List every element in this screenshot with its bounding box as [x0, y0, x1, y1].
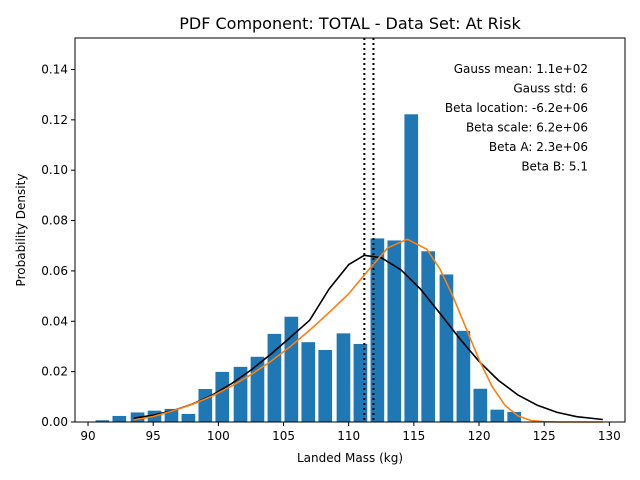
histogram-bar [112, 415, 127, 422]
fit-parameter-text: Beta location: -6.2e+06 [445, 101, 588, 115]
x-tick-label: 110 [337, 429, 360, 443]
y-tick-label: 0.12 [41, 113, 68, 127]
x-tick-label: 115 [402, 429, 425, 443]
histogram-bar [507, 411, 522, 422]
y-axis: 0.00 0.02 0.04 0.06 0.08 0.10 0.12 0.14 [41, 62, 75, 429]
histogram-bar [198, 389, 213, 422]
chart-title: PDF Component: TOTAL - Data Set: At Risk [179, 14, 521, 33]
histogram-bar [404, 114, 419, 423]
fit-parameter-text: Beta A: 2.3e+06 [489, 140, 588, 154]
y-tick-label: 0.00 [41, 415, 68, 429]
histogram-bar [181, 413, 196, 422]
x-tick-label: 95 [146, 429, 161, 443]
fit-parameters: Gauss mean: 1.1e+02 Gauss std: 6 Beta loca… [445, 62, 588, 174]
histogram-bar [336, 333, 351, 422]
y-tick-label: 0.08 [41, 214, 68, 228]
histogram-bar [353, 343, 368, 422]
x-tick-label: 90 [80, 429, 95, 443]
fit-parameter-text: Gauss mean: 1.1e+02 [454, 62, 588, 76]
histogram-bar [215, 371, 230, 422]
mean-markers [363, 38, 375, 422]
y-tick-label: 0.10 [41, 163, 68, 177]
y-tick-label: 0.02 [41, 365, 68, 379]
histogram-bar [421, 251, 436, 422]
x-tick-label: 130 [598, 429, 621, 443]
histogram-bar [387, 240, 402, 422]
x-tick-label: 120 [468, 429, 491, 443]
x-axis: 90 95 100 105 110 115 120 125 130 [80, 422, 621, 443]
x-axis-label: Landed Mass (kg) [297, 451, 403, 465]
plot-frame [74, 37, 626, 423]
fit-parameter-text: Beta scale: 6.2e+06 [466, 121, 588, 135]
fit-parameter-text: Gauss std: 6 [513, 82, 588, 96]
histogram-bar [233, 366, 248, 422]
y-tick-label: 0.06 [41, 264, 68, 278]
y-tick-label: 0.14 [41, 62, 68, 76]
fit-parameter-text: Beta B: 5.1 [521, 160, 588, 174]
histogram-bars [95, 114, 522, 423]
histogram-bar [473, 388, 488, 422]
histogram-bar [439, 274, 454, 422]
histogram-bar [95, 420, 110, 422]
histogram-bar [456, 330, 471, 422]
histogram-bar [318, 349, 333, 422]
y-tick-label: 0.04 [41, 314, 68, 328]
fit-curves [133, 238, 603, 423]
x-tick-label: 100 [207, 429, 230, 443]
histogram-bar [490, 409, 505, 422]
histogram-bar [301, 342, 316, 422]
y-axis-label: Probability Density [14, 174, 28, 287]
x-tick-label: 125 [533, 429, 556, 443]
x-tick-label: 105 [272, 429, 295, 443]
fit-curve-line [133, 238, 603, 423]
